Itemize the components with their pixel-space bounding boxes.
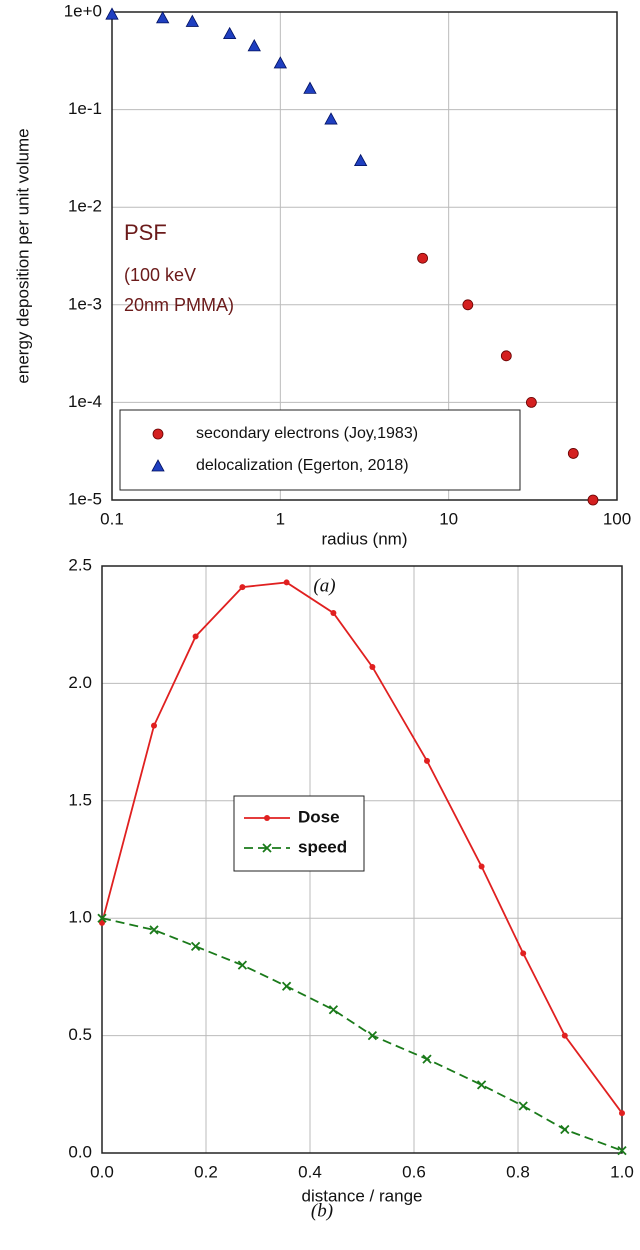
annotation: 20nm PMMA) (124, 295, 234, 315)
data-point (422, 1054, 432, 1064)
legend: Dose speed (233, 795, 365, 872)
data-point (560, 1124, 570, 1135)
data-point (518, 1101, 528, 1111)
y-tick-label: 1e+0 (64, 1, 102, 20)
data-point (273, 56, 288, 69)
data-point (190, 941, 201, 952)
data-point (97, 913, 107, 923)
data-point (149, 925, 159, 935)
y-tick-label: 2.0 (68, 673, 92, 692)
data-point (424, 757, 430, 764)
data-point (520, 950, 527, 957)
data-point (353, 153, 368, 167)
legend-marker (262, 843, 272, 853)
y-tick-label: 1e-5 (68, 489, 102, 508)
data-point (222, 26, 237, 40)
y-tick-label: 1e-3 (68, 294, 102, 313)
x-tick-label: 10 (439, 509, 458, 528)
data-point (619, 1110, 625, 1117)
plot-frame (111, 11, 618, 501)
data-point (500, 350, 512, 362)
legend-label: Dose (298, 807, 340, 826)
x-tick-label: 1.0 (610, 1162, 634, 1181)
data-point (328, 1005, 339, 1015)
data-point (237, 960, 248, 970)
data-point (478, 863, 485, 870)
plot-frame (101, 565, 623, 1154)
x-tick-label: 1 (276, 509, 285, 528)
x-tick-label: 0.0 (90, 1162, 114, 1181)
legend-marker (264, 815, 270, 821)
data-point (185, 14, 199, 27)
y-tick-label: 0.5 (68, 1025, 92, 1044)
data-point (155, 11, 170, 24)
data-point (192, 633, 199, 640)
x-tick-label: 0.1 (100, 509, 124, 528)
legend-label: secondary electrons (Joy,1983) (196, 425, 418, 442)
data-point (567, 448, 579, 459)
y-tick-label: 1e-1 (68, 99, 102, 118)
data-line (101, 581, 623, 1114)
x-tick-label: 100 (603, 509, 631, 528)
data-point (99, 919, 105, 926)
data-point (324, 112, 338, 125)
data-point (476, 1080, 487, 1090)
annotation: PSF (124, 220, 167, 245)
x-tick-label: 0.6 (402, 1162, 426, 1181)
data-point (367, 1030, 378, 1041)
y-tick-label: 1e-4 (68, 392, 102, 411)
legend-box (233, 795, 365, 872)
data-point (281, 981, 292, 991)
x-tick-label: 0.8 (506, 1162, 530, 1181)
data-point (283, 579, 290, 586)
data-point (105, 7, 119, 20)
caption: (b) (311, 1200, 333, 1221)
y-tick-label: 1.0 (68, 908, 92, 927)
legend-marker (151, 459, 165, 472)
y-tick-label: 1e-2 (68, 197, 102, 216)
data-point (587, 494, 599, 506)
y-axis-label: energy deposition per unit volume (13, 128, 32, 383)
legend-label: speed (298, 837, 347, 856)
x-axis-label: radius (nm) (322, 529, 408, 548)
legend-box (119, 409, 521, 491)
data-point (151, 722, 157, 729)
x-tick-label: 0.2 (194, 1162, 218, 1181)
data-point (561, 1032, 568, 1039)
y-tick-label: 0.0 (68, 1142, 92, 1161)
data-point (330, 609, 337, 616)
legend-label: delocalization (Egerton, 2018) (196, 457, 409, 474)
data-point (525, 396, 537, 408)
data-point (247, 39, 261, 52)
data-point (369, 663, 376, 670)
data-line (101, 917, 623, 1152)
x-axis-label: distance / range (302, 1186, 423, 1205)
caption: (a) (313, 575, 335, 596)
x-tick-label: 0.4 (298, 1162, 322, 1181)
data-point (417, 252, 428, 264)
y-tick-label: 1.5 (68, 790, 92, 809)
data-point (462, 299, 474, 311)
annotation: (100 keV (124, 265, 196, 285)
y-tick-label: 2.5 (68, 555, 92, 574)
data-point (303, 81, 317, 94)
legend: secondary electrons (Joy,1983) delocaliza… (119, 409, 521, 491)
legend-marker (152, 428, 164, 440)
data-point (617, 1146, 627, 1156)
data-point (239, 584, 246, 591)
